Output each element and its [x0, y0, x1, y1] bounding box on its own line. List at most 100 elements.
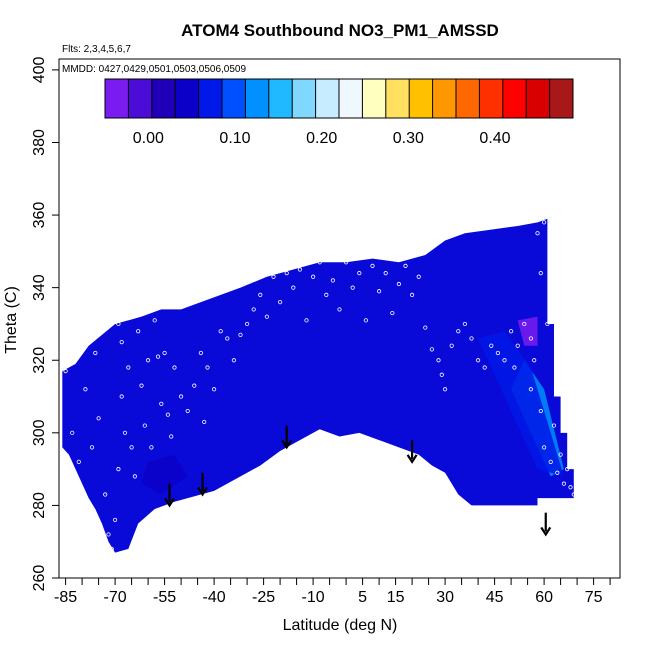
observation-point — [548, 459, 553, 464]
field-feature-patch-2 — [141, 454, 188, 495]
x-tick-label: 75 — [585, 589, 603, 606]
observation-point — [185, 408, 190, 414]
arrows — [164, 425, 552, 537]
observation-point — [172, 365, 177, 370]
observation-point — [119, 339, 124, 345]
colorbar: 0.00 0.10 0.20 0.30 0.40 — [104, 78, 574, 147]
observation-point — [409, 292, 415, 298]
observation-point — [83, 387, 88, 392]
observation-point — [238, 332, 243, 337]
observation-point — [106, 532, 111, 537]
observation-point — [277, 300, 283, 305]
colorbar-frame — [104, 78, 574, 119]
arrow-head — [197, 486, 208, 497]
x-tick-label: 60 — [535, 589, 553, 606]
y-tick-label: 400 — [31, 56, 48, 83]
observation-point — [122, 430, 128, 435]
observation-point — [132, 474, 137, 479]
colorbar-segment — [151, 79, 176, 118]
colorbar-segment — [292, 79, 317, 118]
y-axis-label: Theta (C) — [3, 286, 20, 354]
x-tick-label: -55 — [153, 589, 176, 606]
observation-point — [515, 343, 520, 348]
observation-point — [535, 231, 540, 236]
y-tick-label: 380 — [31, 129, 48, 156]
y-tick-label: 280 — [31, 492, 48, 519]
observation-point — [571, 492, 576, 497]
observation-point — [357, 271, 362, 276]
observation-point — [218, 329, 223, 334]
observation-point — [363, 318, 368, 323]
colorbar-segment — [479, 79, 504, 118]
observation-point — [212, 387, 217, 392]
observation-point — [565, 467, 570, 472]
observation-point — [225, 336, 230, 341]
colorbar-segment — [549, 79, 574, 118]
observation-point — [93, 350, 98, 356]
observation-points — [63, 220, 576, 552]
observation-point — [528, 336, 534, 341]
dates-note: MMDD: 0427,0429,0501,0503,0506,0509 — [62, 64, 246, 75]
y-tick-label: 320 — [31, 347, 48, 374]
observation-point — [251, 307, 256, 312]
y-tick-label: 260 — [31, 565, 48, 592]
observation-point — [528, 387, 534, 392]
colorbar-segment — [432, 79, 457, 118]
arrow-head — [164, 497, 175, 508]
observation-point — [169, 434, 174, 439]
x-tick-label: -85 — [54, 589, 77, 606]
observation-point — [146, 358, 151, 363]
observation-point — [149, 445, 154, 450]
arrow-head — [281, 439, 293, 450]
observation-point — [350, 285, 355, 290]
observation-point — [113, 517, 118, 523]
y-tick-label: 300 — [31, 419, 48, 446]
observation-point — [258, 292, 263, 298]
x-tick-label: -10 — [302, 589, 325, 606]
colorbar-segment — [315, 79, 340, 118]
observation-point — [109, 546, 114, 552]
observation-point — [89, 445, 95, 450]
observation-point — [558, 452, 563, 457]
observation-point — [403, 263, 408, 268]
colorbar-segment — [128, 79, 153, 118]
chart-title: ATOM4 Southbound NO3_PM1_AMSSD — [181, 21, 499, 40]
observation-point — [297, 267, 302, 272]
observation-point — [337, 307, 342, 312]
observation-point — [231, 358, 236, 363]
observation-point — [202, 419, 207, 425]
observation-point — [390, 310, 395, 316]
data-field — [62, 218, 574, 553]
observation-point — [462, 321, 467, 327]
x-tick-label: -25 — [252, 589, 275, 606]
colorbar-segment — [409, 79, 434, 118]
colorbar-tick-label: 0.40 — [479, 130, 510, 147]
observation-point — [76, 459, 81, 464]
observation-point — [330, 278, 335, 283]
observation-point — [96, 416, 101, 421]
observation-point — [538, 408, 543, 414]
observation-point — [159, 401, 164, 406]
colorbar-tick-label: 0.30 — [393, 130, 424, 147]
x-axis: -85 -70 -55 -40 -25 -10 5 15 30 45 60 75 — [54, 578, 611, 606]
colorbar-segment — [339, 79, 363, 118]
observation-point — [482, 365, 487, 370]
observation-point — [376, 289, 382, 294]
observation-point — [429, 347, 434, 352]
observation-point — [70, 430, 75, 435]
observation-point — [304, 318, 309, 323]
observation-point — [512, 365, 517, 370]
observation-point — [522, 321, 527, 327]
observation-point — [192, 383, 197, 388]
observation-point — [439, 372, 444, 377]
arrow-head — [540, 526, 552, 537]
observation-point — [449, 343, 454, 348]
colorbar-segment — [456, 79, 480, 118]
y-tick-label: 360 — [31, 202, 48, 229]
observation-point — [502, 358, 507, 363]
observation-point — [284, 271, 289, 276]
colorbar-segment — [502, 79, 527, 118]
y-tick-label: 340 — [31, 274, 48, 301]
observation-point — [442, 387, 448, 392]
